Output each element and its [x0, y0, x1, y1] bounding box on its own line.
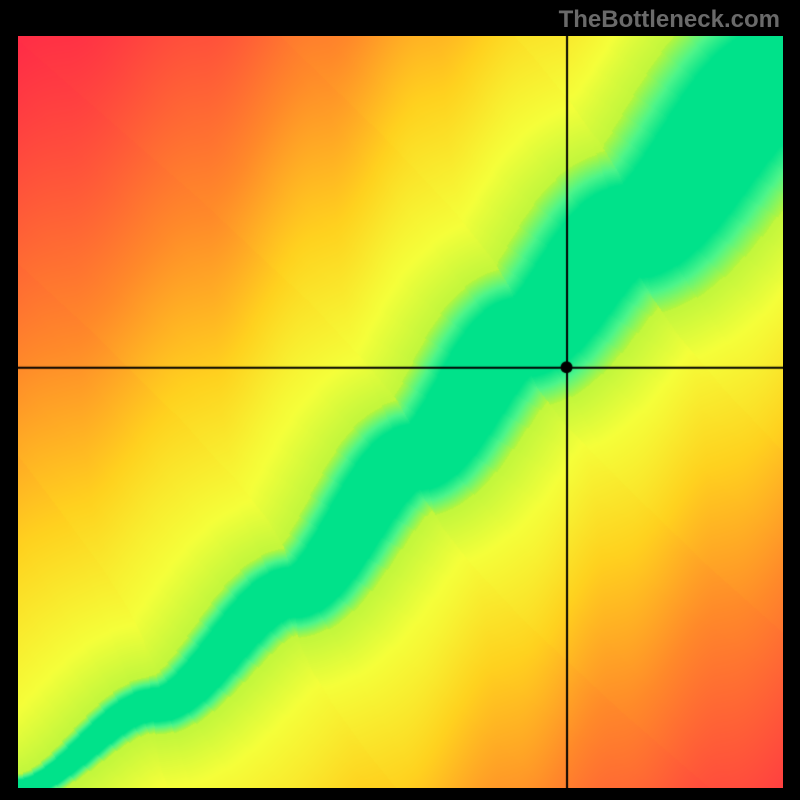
bottleneck-heatmap: [18, 36, 783, 788]
chart-frame: TheBottleneck.com: [0, 0, 800, 800]
watermark-text: TheBottleneck.com: [559, 6, 780, 34]
